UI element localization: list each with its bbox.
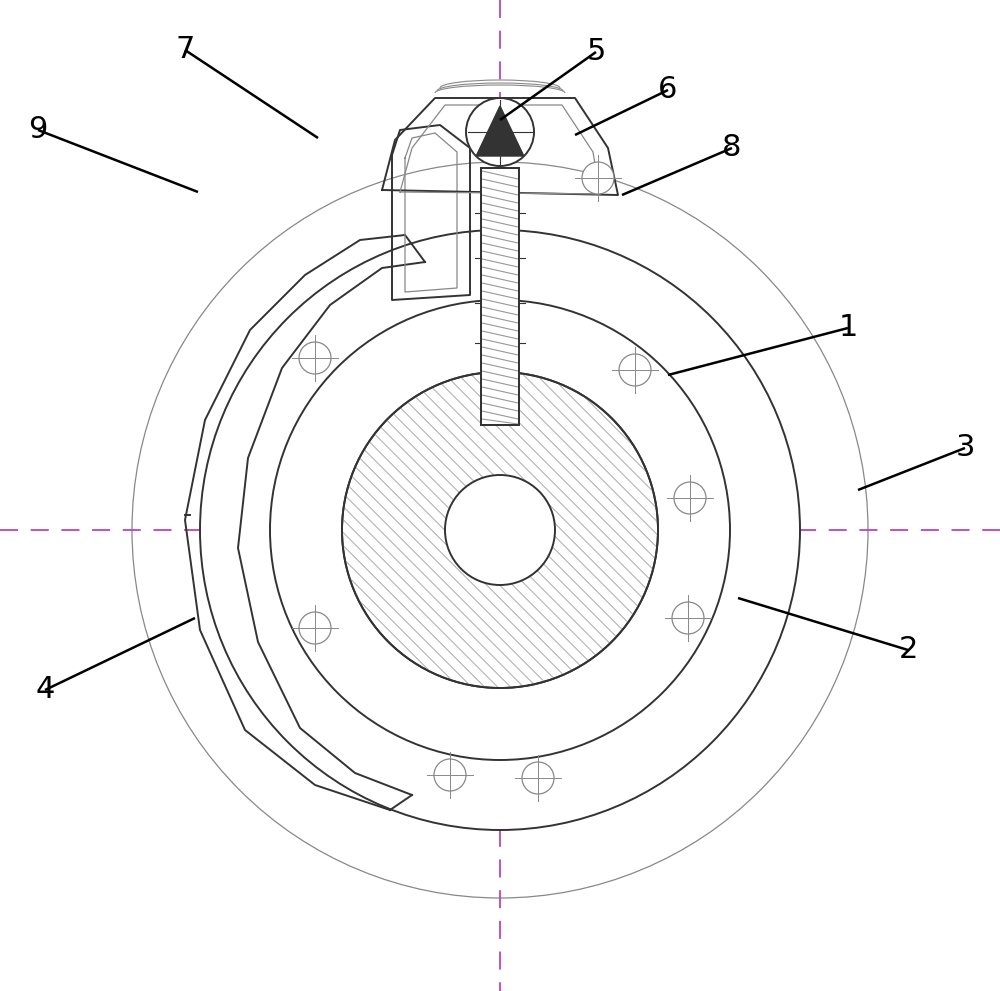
Polygon shape bbox=[476, 106, 524, 156]
Text: 9: 9 bbox=[28, 116, 48, 145]
Bar bbox=[481, 168, 519, 425]
Text: 5: 5 bbox=[586, 38, 606, 66]
Text: 6: 6 bbox=[658, 75, 678, 104]
Circle shape bbox=[342, 372, 658, 688]
Circle shape bbox=[522, 762, 554, 794]
Text: 3: 3 bbox=[955, 433, 975, 463]
Bar bbox=[481, 168, 519, 425]
Text: 1: 1 bbox=[838, 313, 858, 343]
Text: 4: 4 bbox=[35, 676, 55, 705]
Text: 2: 2 bbox=[898, 635, 918, 665]
Circle shape bbox=[200, 230, 800, 830]
Circle shape bbox=[466, 98, 534, 166]
Circle shape bbox=[270, 300, 730, 760]
Circle shape bbox=[445, 475, 555, 585]
Circle shape bbox=[674, 482, 706, 514]
Circle shape bbox=[434, 759, 466, 791]
Circle shape bbox=[619, 354, 651, 386]
Circle shape bbox=[582, 162, 614, 194]
Text: 8: 8 bbox=[722, 134, 742, 163]
Text: 7: 7 bbox=[175, 36, 195, 64]
Circle shape bbox=[299, 342, 331, 374]
Circle shape bbox=[672, 602, 704, 634]
Circle shape bbox=[299, 612, 331, 644]
